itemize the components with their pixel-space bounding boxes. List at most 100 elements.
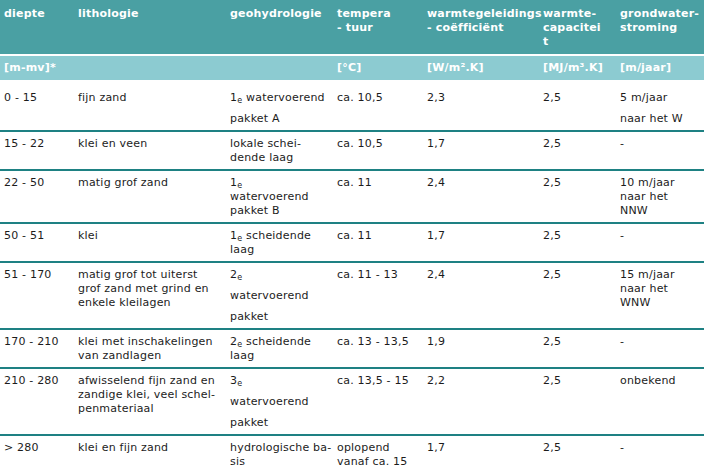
cell-line: 5 m/jaar xyxy=(620,91,701,105)
cell-line: 1,7 xyxy=(427,137,536,151)
cell-line: klei en fijn zand xyxy=(78,441,223,455)
cell-line: - tuur xyxy=(337,21,420,35)
cell: ca. 11 xyxy=(333,170,423,223)
cell: 1,7 xyxy=(423,223,539,262)
table-row: > 280 klei en fijn zandhydrologische ba-s… xyxy=(0,435,704,465)
cell-line: laag xyxy=(230,349,330,363)
cell-line: - coëfficiënt xyxy=(427,21,536,35)
cell-line: - xyxy=(620,229,701,243)
cell-line: 2,2 xyxy=(427,374,536,388)
cell-line: 1,7 xyxy=(427,229,536,243)
table-row: 170 - 210klei met inschakelingenvan zand… xyxy=(0,329,704,368)
cell: 2,5 xyxy=(539,368,616,435)
cell: 1e watervoerendpakket A xyxy=(226,80,333,131)
cell: 2,5 xyxy=(539,262,616,329)
cell-line: 2e scheidende xyxy=(230,335,330,349)
cell-line: - xyxy=(620,335,701,349)
cell: ca. 11 - 13 xyxy=(333,262,423,329)
header-title-row: diepte lithologie geohydrologietempera- tu… xyxy=(0,0,704,55)
cell-line: klei met inschakelingen xyxy=(78,335,223,349)
cell-line: sis xyxy=(230,455,330,465)
cell: klei xyxy=(74,223,226,262)
table-row: 15 - 22 klei en veenlokale schei-dende la… xyxy=(0,131,704,170)
table-row: 210 - 280afwisselend fijn zand enzandige… xyxy=(0,368,704,435)
cell-line: lithologie xyxy=(78,7,223,21)
subscript: e xyxy=(237,340,242,349)
cell-line: geohydrologie xyxy=(230,7,330,21)
table-body: 0 - 15fijn zand1e watervoerendpakket Aca… xyxy=(0,80,704,465)
table-row: 51 - 170matig grof tot uiterstgrof zand … xyxy=(0,262,704,329)
column-unit: [MJ/m³.K] xyxy=(539,55,616,80)
cell: 1,9 xyxy=(423,329,539,368)
cell: hydrologische ba-sis xyxy=(226,435,333,465)
cell-line: ca. 11 - 13 xyxy=(337,268,420,282)
column-header: tempera- tuur xyxy=(333,0,423,55)
cell: 1ewatervoerendpakket B xyxy=(226,170,333,223)
cell: - xyxy=(616,435,704,465)
cell: lokale schei-dende laag xyxy=(226,131,333,170)
table-row: 0 - 15fijn zand1e watervoerendpakket Aca… xyxy=(0,80,704,131)
cell-line: matig grof tot uiterst xyxy=(78,268,223,282)
cell-line: onbekend xyxy=(620,374,701,388)
cell-line: enkele kleilagen xyxy=(78,296,223,310)
column-unit xyxy=(226,55,333,80)
column-header: geohydrologie xyxy=(226,0,333,55)
cell-line: klei en veen xyxy=(78,137,223,151)
cell: oplopendvanaf ca. 15 xyxy=(333,435,423,465)
column-header: warmte-capaciteit xyxy=(539,0,616,55)
subscript: e xyxy=(237,273,242,282)
cell: 2,4 xyxy=(423,170,539,223)
cell: afwisselend fijn zand enzandige klei, ve… xyxy=(74,368,226,435)
cell: 15 m/jaarnaar hetWNW xyxy=(616,262,704,329)
cell-line: WNW xyxy=(620,296,701,310)
cell: ca. 13,5 - 15 xyxy=(333,368,423,435)
cell: 2,5 xyxy=(539,131,616,170)
cell: ca. 11 xyxy=(333,223,423,262)
cell: ca. 10,5 xyxy=(333,131,423,170)
cell-line: oplopend xyxy=(337,441,420,455)
cell: klei en fijn zand xyxy=(74,435,226,465)
cell: - xyxy=(616,131,704,170)
cell: 170 - 210 xyxy=(0,329,74,368)
cell: 1,7 xyxy=(423,131,539,170)
cell-line: pakket B xyxy=(230,204,330,218)
cell-line: grondwater- xyxy=(620,7,701,21)
cell-line: 1,7 xyxy=(427,441,536,455)
cell: 2,5 xyxy=(539,223,616,262)
cell: fijn zand xyxy=(74,80,226,131)
cell-line: ca. 11 xyxy=(337,176,420,190)
column-header: lithologie xyxy=(74,0,226,55)
cell-line: 22 - 50 xyxy=(4,176,71,190)
cell-line: watervoerend xyxy=(230,289,330,303)
header-unit-row: [m-mv]*[°C][W/m².K][MJ/m³.K][m/jaar] xyxy=(0,55,704,80)
cell-line: warmtegeleidings xyxy=(427,7,536,21)
table-row: 50 - 51klei1e scheidendelaagca. 111,72,5… xyxy=(0,223,704,262)
cell: ca. 13 - 13,5 xyxy=(333,329,423,368)
cell-line: vanaf ca. 15 xyxy=(337,455,420,465)
cell-line: afwisselend fijn zand en xyxy=(78,374,223,388)
cell: - xyxy=(616,223,704,262)
page: diepte lithologie geohydrologietempera- tu… xyxy=(0,0,704,465)
subscript: e xyxy=(237,96,242,105)
cell-line: t xyxy=(543,35,613,49)
cell-line: pakket xyxy=(230,416,330,430)
cell-line: 2,4 xyxy=(427,176,536,190)
cell-line: 2,4 xyxy=(427,268,536,282)
cell: 2,5 xyxy=(539,80,616,131)
cell: > 280 xyxy=(0,435,74,465)
cell-line: diepte xyxy=(4,7,71,21)
cell-line: ca. 10,5 xyxy=(337,137,420,151)
cell-line: 2e xyxy=(230,268,330,282)
cell-line: ca. 10,5 xyxy=(337,91,420,105)
cell: 3ewatervoerendpakket xyxy=(226,368,333,435)
cell-line: 15 - 22 xyxy=(4,137,71,151)
column-header: grondwater-stroming xyxy=(616,0,704,55)
cell: 1e scheidendelaag xyxy=(226,223,333,262)
cell-line: naar het W xyxy=(620,112,701,126)
cell: ca. 10,5 xyxy=(333,80,423,131)
cell-line: penmateriaal xyxy=(78,402,223,416)
cell-line: ca. 11 xyxy=(337,229,420,243)
subscript: e xyxy=(237,234,242,243)
cell-line: - xyxy=(620,441,701,455)
column-unit xyxy=(74,55,226,80)
